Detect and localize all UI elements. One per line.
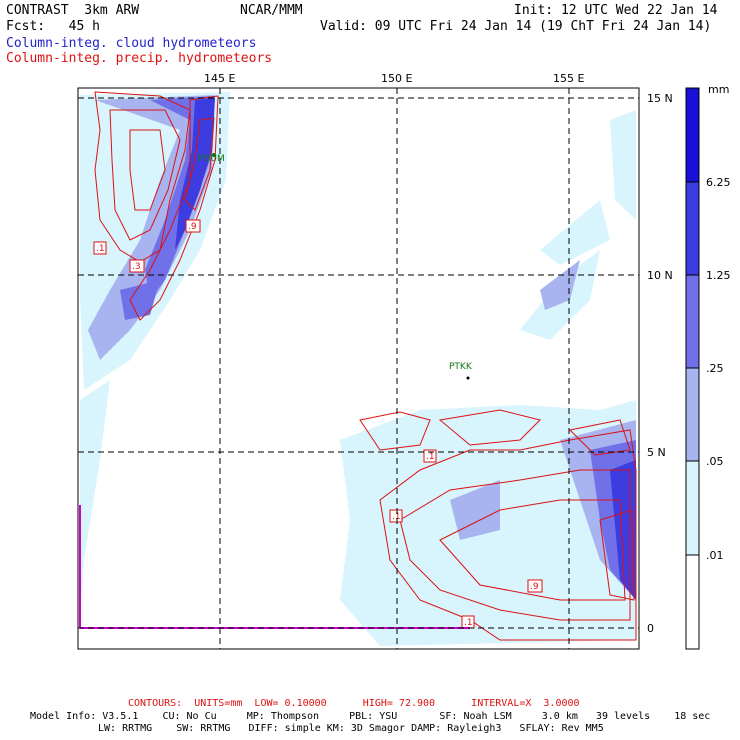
contour-label: .9 bbox=[530, 582, 539, 592]
model-info: Model Info: V3.5.1 CU: No Cu MP: Thompso… bbox=[30, 711, 711, 722]
station-ptkk-marker bbox=[466, 376, 470, 380]
precip-contours bbox=[94, 91, 637, 641]
lon-label-145: 145 E bbox=[204, 72, 235, 85]
field-precip-label: Column-integ. precip. hydrometeors bbox=[6, 51, 273, 66]
contour-label: .3 bbox=[132, 262, 141, 272]
colorbar-band-2 bbox=[685, 460, 700, 556]
longitude-labels: 145 E 150 E 155 E bbox=[204, 72, 584, 85]
model-title: CONTRAST 3km ARW bbox=[6, 3, 140, 18]
colorbar-level-1.25: 1.25 bbox=[706, 269, 731, 282]
colorbar-band-1 bbox=[685, 554, 700, 650]
field-cloud-label: Column-integ. cloud hydrometeors bbox=[6, 36, 257, 51]
contour-label: .9 bbox=[188, 222, 197, 232]
contour-info: CONTOURS: UNITS=mm LOW= 0.10000 HIGH= 72… bbox=[128, 698, 580, 709]
colorbar-band-4 bbox=[685, 274, 700, 369]
contour-labels: .1 .3 .9 .1 .1 .9 .1 bbox=[93, 219, 543, 629]
colorbar-band-3 bbox=[685, 367, 700, 462]
colorbar-level-.05: .05 bbox=[706, 455, 724, 468]
init-time: Init: 12 UTC Wed 22 Jan 14 bbox=[514, 3, 718, 18]
colorbar-unit: mm bbox=[708, 83, 729, 96]
valid-time: Valid: 09 UTC Fri 24 Jan 14 (19 ChT Fri … bbox=[320, 19, 712, 34]
lat-label-10n: 10 N bbox=[647, 269, 673, 282]
contour-label: .1 bbox=[392, 512, 401, 522]
lon-label-150: 150 E bbox=[381, 72, 412, 85]
stations: PGUM PTKK bbox=[198, 153, 473, 380]
station-ptkk: PTKK bbox=[449, 362, 473, 372]
lon-label-155: 155 E bbox=[553, 72, 584, 85]
lat-label-15n: 15 N bbox=[647, 92, 673, 105]
latitude-labels: 15 N 10 N 5 N 0 bbox=[647, 92, 673, 635]
center-name: NCAR/MMM bbox=[240, 3, 303, 18]
contour-label: .1 bbox=[426, 452, 435, 462]
model-info-physics: LW: RRTMG SW: RRTMG DIFF: simple KM: 3D … bbox=[98, 723, 604, 734]
colorbar bbox=[685, 87, 700, 650]
colorbar-level-.25: .25 bbox=[706, 362, 724, 375]
colorbar-band-6 bbox=[685, 87, 700, 183]
lat-label-0: 0 bbox=[647, 622, 654, 635]
colorbar-band-5 bbox=[685, 181, 700, 276]
station-pgum-marker bbox=[212, 153, 216, 157]
forecast-hour: Fcst: 45 h bbox=[6, 19, 100, 34]
contour-label: .1 bbox=[96, 244, 105, 254]
colorbar-level-6.25: 6.25 bbox=[706, 176, 731, 189]
colorbar-level-.01: .01 bbox=[706, 549, 724, 562]
colorbar-labels: mm 6.25 1.25 .25 .05 .01 bbox=[706, 83, 731, 562]
lat-label-5n: 5 N bbox=[647, 446, 666, 459]
contour-label: .1 bbox=[464, 618, 473, 628]
graticule bbox=[78, 88, 639, 649]
station-pgum: PGUM bbox=[198, 154, 225, 164]
